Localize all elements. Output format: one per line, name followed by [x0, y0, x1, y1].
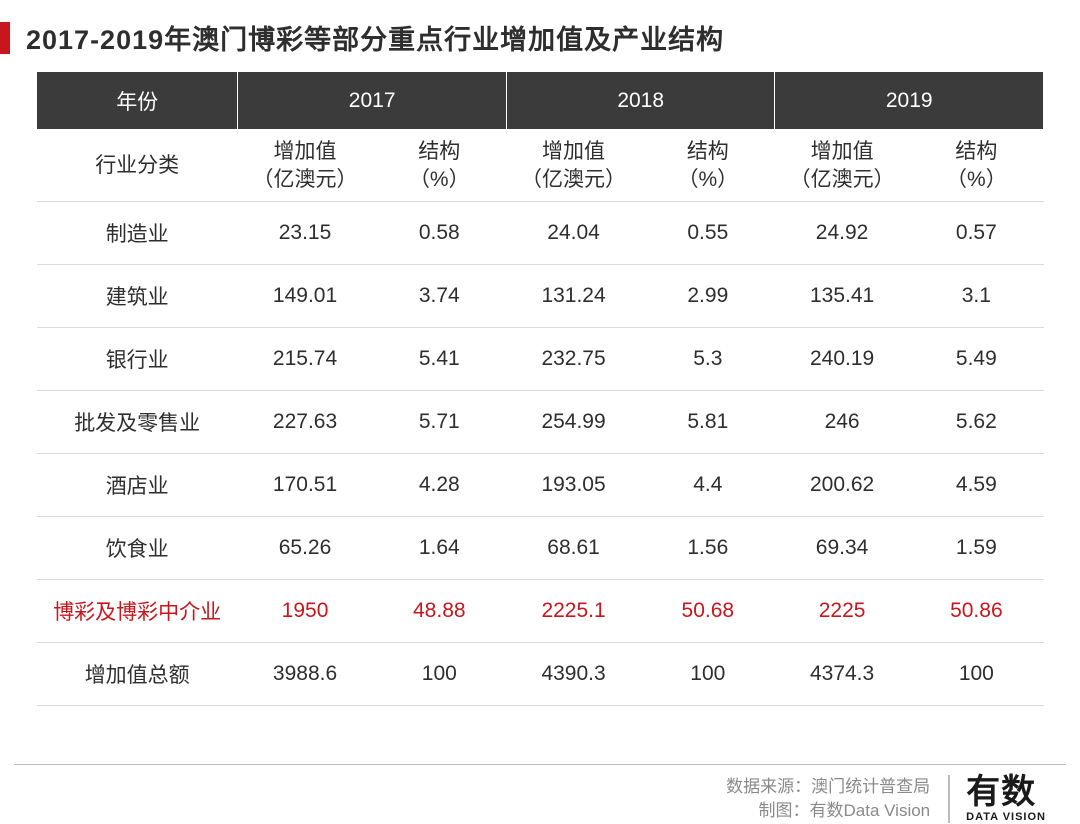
logo-en: DATA VISION [966, 811, 1046, 823]
logo-cn: 有数 [966, 775, 1036, 809]
title-row: 2017-2019年澳门博彩等部分重点行业增加值及产业结构 [0, 0, 1080, 71]
cell-v2017: 3988.6 [238, 643, 372, 706]
cell-v2018: 193.05 [506, 454, 640, 517]
row-name: 银行业 [37, 328, 238, 391]
cell-p2018: 50.68 [641, 580, 775, 643]
row-name: 制造业 [37, 202, 238, 265]
cell-p2019: 50.86 [909, 580, 1043, 643]
table-row: 银行业215.745.41232.755.3240.195.49 [37, 328, 1044, 391]
year-label-cell: 年份 [37, 72, 238, 130]
year-2017-cell: 2017 [238, 72, 507, 130]
cell-v2019: 246 [775, 391, 909, 454]
subheader-value: 增加值 （亿澳元） [775, 130, 909, 202]
source-label: 数据来源：澳门统计普查局 [726, 775, 930, 800]
subheader-value: 增加值 （亿澳元） [238, 130, 372, 202]
table-row: 饮食业65.261.6468.611.5669.341.59 [37, 517, 1044, 580]
row-name: 增加值总额 [37, 643, 238, 706]
cell-v2019: 4374.3 [775, 643, 909, 706]
cell-v2018: 232.75 [506, 328, 640, 391]
cell-p2017: 0.58 [372, 202, 506, 265]
brand-logo: 有数 DATA VISION [948, 775, 1046, 823]
chart-by-label: 制图：有数Data Vision [726, 799, 930, 824]
table-body: 制造业23.150.5824.040.5524.920.57建筑业149.013… [37, 202, 1044, 706]
cell-v2017: 65.26 [238, 517, 372, 580]
subheader-value: 增加值 （亿澳元） [506, 130, 640, 202]
cell-p2017: 100 [372, 643, 506, 706]
table-header-sub: 行业分类 增加值 （亿澳元） 结构 （%） 增加值 （亿澳元） 结构 （%） 增… [37, 130, 1044, 202]
subheader-pct: 结构 （%） [372, 130, 506, 202]
cell-p2017: 3.74 [372, 265, 506, 328]
cell-v2017: 227.63 [238, 391, 372, 454]
table-row: 增加值总额3988.61004390.31004374.3100 [37, 643, 1044, 706]
cell-v2019: 240.19 [775, 328, 909, 391]
subheader-pct: 结构 （%） [641, 130, 775, 202]
cell-v2019: 69.34 [775, 517, 909, 580]
cell-p2017: 5.71 [372, 391, 506, 454]
cell-p2018: 5.3 [641, 328, 775, 391]
table-header-years: 年份 2017 2018 2019 [37, 72, 1044, 130]
subheader-pct: 结构 （%） [909, 130, 1043, 202]
cell-p2017: 4.28 [372, 454, 506, 517]
cell-v2019: 2225 [775, 580, 909, 643]
cell-v2018: 131.24 [506, 265, 640, 328]
cell-p2018: 5.81 [641, 391, 775, 454]
cell-p2017: 5.41 [372, 328, 506, 391]
cell-v2018: 2225.1 [506, 580, 640, 643]
row-name: 饮食业 [37, 517, 238, 580]
cell-v2017: 149.01 [238, 265, 372, 328]
footer-text: 数据来源：澳门统计普查局 制图：有数Data Vision [726, 775, 930, 824]
cell-p2019: 1.59 [909, 517, 1043, 580]
cell-v2018: 68.61 [506, 517, 640, 580]
cell-p2019: 0.57 [909, 202, 1043, 265]
cell-v2019: 24.92 [775, 202, 909, 265]
cell-v2017: 23.15 [238, 202, 372, 265]
footer: 数据来源：澳门统计普查局 制图：有数Data Vision 有数 DATA VI… [14, 764, 1066, 824]
category-label-cell: 行业分类 [37, 130, 238, 202]
cell-p2019: 5.62 [909, 391, 1043, 454]
cell-p2018: 2.99 [641, 265, 775, 328]
cell-v2017: 1950 [238, 580, 372, 643]
page-title: 2017-2019年澳门博彩等部分重点行业增加值及产业结构 [26, 18, 724, 57]
cell-p2017: 48.88 [372, 580, 506, 643]
row-name: 建筑业 [37, 265, 238, 328]
cell-v2018: 4390.3 [506, 643, 640, 706]
table-wrap: 年份 2017 2018 2019 行业分类 增加值 （亿澳元） 结构 （%） … [0, 71, 1080, 756]
cell-v2018: 254.99 [506, 391, 640, 454]
cell-p2018: 1.56 [641, 517, 775, 580]
table-row: 批发及零售业227.635.71254.995.812465.62 [37, 391, 1044, 454]
cell-p2017: 1.64 [372, 517, 506, 580]
cell-v2019: 200.62 [775, 454, 909, 517]
cell-v2017: 170.51 [238, 454, 372, 517]
cell-p2019: 3.1 [909, 265, 1043, 328]
cell-v2019: 135.41 [775, 265, 909, 328]
year-2019-cell: 2019 [775, 72, 1044, 130]
table-row: 酒店业170.514.28193.054.4200.624.59 [37, 454, 1044, 517]
cell-v2018: 24.04 [506, 202, 640, 265]
cell-p2018: 0.55 [641, 202, 775, 265]
row-name: 批发及零售业 [37, 391, 238, 454]
cell-p2018: 100 [641, 643, 775, 706]
page-container: 2017-2019年澳门博彩等部分重点行业增加值及产业结构 年份 2017 20… [0, 0, 1080, 824]
cell-p2019: 100 [909, 643, 1043, 706]
table-row: 博彩及博彩中介业195048.882225.150.68222550.86 [37, 580, 1044, 643]
row-name: 博彩及博彩中介业 [37, 580, 238, 643]
cell-p2018: 4.4 [641, 454, 775, 517]
cell-v2017: 215.74 [238, 328, 372, 391]
year-2018-cell: 2018 [506, 72, 775, 130]
cell-p2019: 4.59 [909, 454, 1043, 517]
table-row: 制造业23.150.5824.040.5524.920.57 [37, 202, 1044, 265]
row-name: 酒店业 [37, 454, 238, 517]
table-row: 建筑业149.013.74131.242.99135.413.1 [37, 265, 1044, 328]
cell-p2019: 5.49 [909, 328, 1043, 391]
industry-table: 年份 2017 2018 2019 行业分类 增加值 （亿澳元） 结构 （%） … [36, 71, 1044, 706]
title-accent-bar [0, 22, 10, 54]
